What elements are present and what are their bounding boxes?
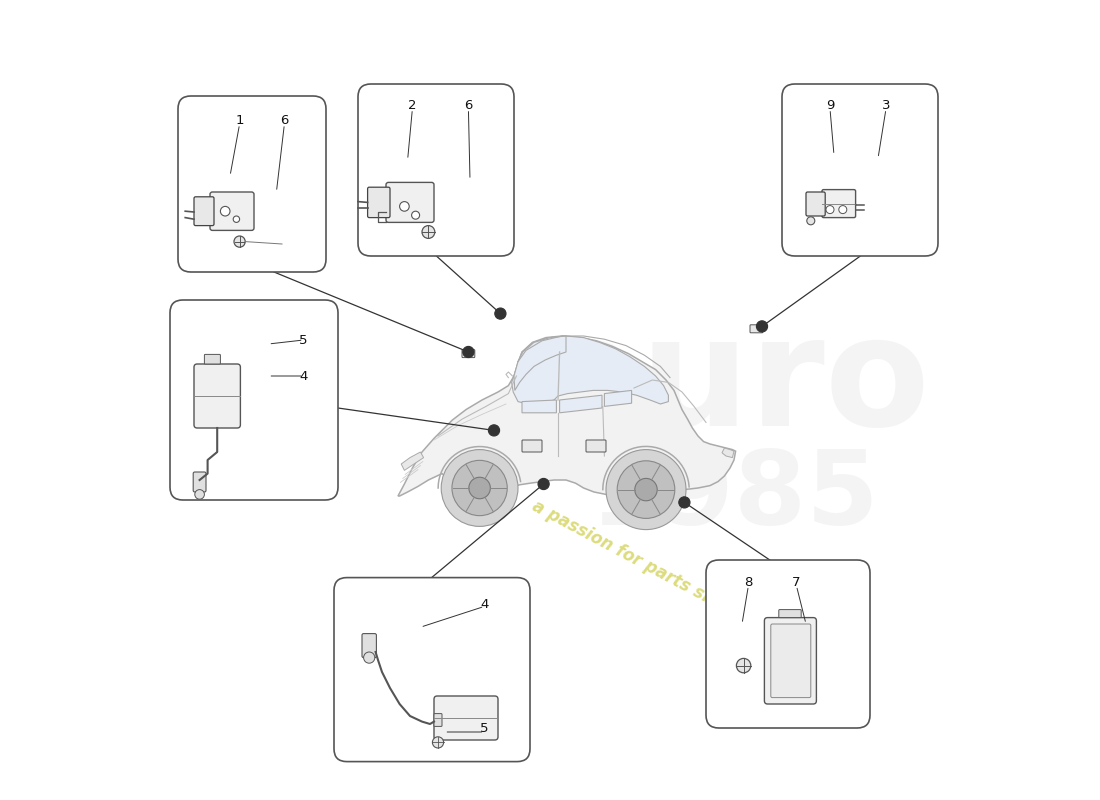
FancyBboxPatch shape: [779, 610, 801, 618]
FancyBboxPatch shape: [706, 560, 870, 728]
Circle shape: [233, 216, 240, 222]
Circle shape: [635, 478, 657, 501]
Circle shape: [757, 321, 768, 332]
FancyBboxPatch shape: [210, 192, 254, 230]
Polygon shape: [522, 400, 557, 413]
Circle shape: [806, 217, 815, 225]
Circle shape: [679, 497, 690, 508]
FancyBboxPatch shape: [771, 624, 811, 698]
Circle shape: [364, 652, 375, 663]
Circle shape: [422, 226, 435, 238]
Text: 1985: 1985: [590, 446, 879, 546]
Polygon shape: [402, 452, 424, 470]
Circle shape: [452, 460, 507, 516]
FancyBboxPatch shape: [334, 578, 530, 762]
Circle shape: [495, 308, 506, 319]
Circle shape: [488, 425, 499, 436]
FancyBboxPatch shape: [170, 300, 338, 500]
Text: 5: 5: [299, 334, 308, 346]
Text: 6: 6: [464, 99, 473, 112]
FancyBboxPatch shape: [586, 440, 606, 452]
Text: 8: 8: [745, 576, 752, 589]
FancyBboxPatch shape: [367, 187, 390, 218]
Circle shape: [839, 206, 847, 214]
Text: 3: 3: [882, 99, 890, 112]
Text: 2: 2: [408, 99, 417, 112]
FancyBboxPatch shape: [362, 634, 376, 658]
Text: 9: 9: [826, 99, 834, 112]
FancyBboxPatch shape: [750, 325, 762, 333]
Polygon shape: [560, 395, 602, 413]
FancyBboxPatch shape: [522, 440, 542, 452]
Circle shape: [220, 206, 230, 216]
FancyBboxPatch shape: [178, 96, 326, 272]
Text: 1: 1: [235, 114, 244, 126]
Circle shape: [538, 478, 549, 490]
Circle shape: [736, 658, 751, 673]
Text: a passion for parts since 1985: a passion for parts since 1985: [529, 498, 788, 646]
Polygon shape: [514, 336, 566, 390]
Circle shape: [469, 478, 491, 498]
Polygon shape: [512, 336, 669, 404]
FancyBboxPatch shape: [194, 472, 206, 492]
FancyBboxPatch shape: [386, 182, 434, 222]
Circle shape: [411, 211, 419, 219]
FancyBboxPatch shape: [782, 84, 938, 256]
FancyBboxPatch shape: [764, 618, 816, 704]
Circle shape: [234, 236, 245, 247]
Text: 7: 7: [792, 576, 801, 589]
Text: 5: 5: [480, 722, 488, 734]
Circle shape: [463, 346, 474, 358]
Circle shape: [606, 450, 686, 530]
FancyBboxPatch shape: [358, 84, 514, 256]
FancyBboxPatch shape: [462, 350, 475, 358]
Circle shape: [441, 450, 518, 526]
Polygon shape: [604, 390, 631, 406]
FancyBboxPatch shape: [434, 696, 498, 740]
Circle shape: [826, 206, 834, 214]
FancyBboxPatch shape: [434, 714, 442, 726]
Circle shape: [399, 202, 409, 211]
Text: euro: euro: [538, 310, 931, 458]
Circle shape: [617, 461, 674, 518]
Polygon shape: [722, 448, 734, 458]
Text: 4: 4: [299, 370, 308, 382]
Circle shape: [432, 737, 443, 748]
Circle shape: [195, 490, 205, 499]
FancyBboxPatch shape: [194, 364, 241, 428]
Text: 4: 4: [481, 598, 488, 610]
FancyBboxPatch shape: [806, 192, 825, 216]
FancyBboxPatch shape: [205, 354, 220, 364]
FancyBboxPatch shape: [822, 190, 856, 218]
Polygon shape: [398, 336, 736, 496]
FancyBboxPatch shape: [194, 197, 214, 226]
Text: 6: 6: [280, 114, 288, 126]
